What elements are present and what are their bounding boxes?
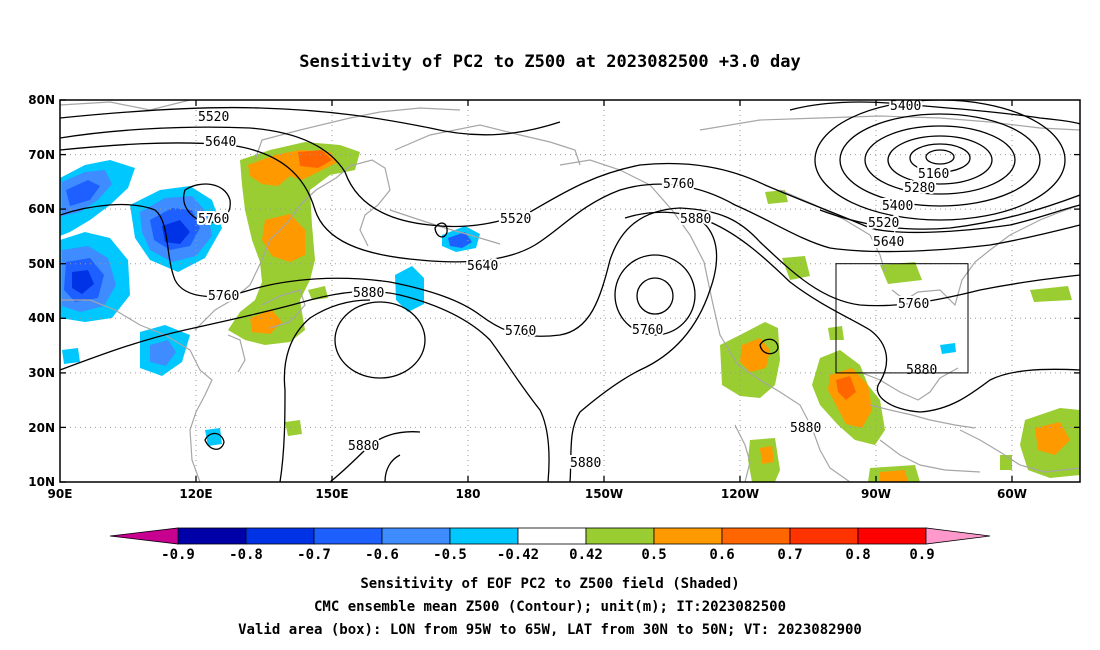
figure-title: Sensitivity of PC2 to Z500 at 2023082500… bbox=[299, 52, 801, 72]
z500-contours bbox=[60, 100, 1080, 482]
contour-label: 5640 bbox=[205, 135, 236, 150]
valid-area-box bbox=[835, 263, 969, 374]
contour-labels: 5520 5640 5760 5520 5640 5760 5880 5760 … bbox=[196, 99, 951, 473]
colorbar-label: 0.6 bbox=[709, 547, 734, 563]
colorbar-swatch bbox=[789, 527, 859, 545]
contour-label: 5160 bbox=[918, 167, 949, 182]
colorbar-label: 0.8 bbox=[845, 547, 870, 563]
contour-label: 5640 bbox=[873, 235, 904, 250]
colorbar-swatch bbox=[177, 527, 247, 545]
colorbar-low-extend bbox=[109, 527, 179, 545]
lat-label: 20N bbox=[28, 421, 55, 435]
colorbar-swatch bbox=[245, 527, 315, 545]
lon-label: 120W bbox=[721, 487, 759, 501]
contour-label: 5880 bbox=[906, 363, 937, 378]
lon-label: 60W bbox=[997, 487, 1027, 501]
positive-sensitivity-shading bbox=[228, 142, 1080, 482]
negative-sensitivity-shading bbox=[60, 160, 956, 446]
colorbar-swatch bbox=[585, 527, 655, 545]
lat-label: 10N bbox=[28, 475, 55, 489]
colorbar-label: 0.5 bbox=[641, 547, 666, 563]
contour-label: 5880 bbox=[570, 456, 601, 471]
contour-label: 5400 bbox=[882, 199, 913, 214]
contour-label: 5760 bbox=[898, 297, 929, 312]
lat-label: 80N bbox=[28, 93, 55, 107]
lat-label: 50N bbox=[28, 257, 55, 271]
colorbar-high-extend bbox=[925, 527, 991, 545]
contour-label: 5640 bbox=[467, 259, 498, 274]
lon-label: 150E bbox=[315, 487, 348, 501]
lat-label: 40N bbox=[28, 311, 55, 325]
graticule bbox=[60, 100, 1080, 482]
colorbar-swatch bbox=[517, 527, 587, 545]
caption-line-2: CMC ensemble mean Z500 (Contour); unit(m… bbox=[314, 599, 786, 615]
contour-label: 5280 bbox=[904, 181, 935, 196]
contour-label: 5400 bbox=[890, 99, 921, 114]
contour-label: 5880 bbox=[680, 212, 711, 227]
colorbar-label: -0.6 bbox=[365, 547, 399, 563]
colorbar-label: 0.42 bbox=[569, 547, 603, 563]
colorbar-label: -0.8 bbox=[229, 547, 263, 563]
colorbar-label: -0.42 bbox=[497, 547, 539, 563]
map-panel: 5520 5640 5760 5520 5640 5760 5880 5760 … bbox=[60, 99, 1080, 482]
colorbar-swatch bbox=[721, 527, 791, 545]
latitude-labels: 80N 70N 60N 50N 40N 30N 20N 10N bbox=[28, 93, 55, 489]
map-frame bbox=[59, 99, 1081, 483]
contour-label: 5760 bbox=[198, 212, 229, 227]
lon-label: 120E bbox=[179, 487, 212, 501]
caption-line-3: Valid area (box): LON from 95W to 65W, L… bbox=[238, 622, 862, 638]
colorbar-swatch bbox=[653, 527, 723, 545]
colorbar-labels: -0.9 -0.8 -0.7 -0.6 -0.5 -0.42 0.42 0.5 … bbox=[161, 547, 935, 563]
contour-label: 5760 bbox=[505, 324, 536, 339]
colorbar-label: -0.9 bbox=[161, 547, 195, 563]
contour-label: 5760 bbox=[632, 323, 663, 338]
lon-label: 90W bbox=[861, 487, 891, 501]
lat-label: 70N bbox=[28, 148, 55, 162]
axis-ticks bbox=[60, 99, 1080, 483]
colorbar-label: 0.7 bbox=[777, 547, 802, 563]
colorbar-label: 0.9 bbox=[909, 547, 934, 563]
contour-label: 5880 bbox=[353, 286, 384, 301]
colorbar-swatch bbox=[381, 527, 451, 545]
contour-label: 5520 bbox=[500, 212, 531, 227]
caption-line-1: Sensitivity of EOF PC2 to Z500 field (Sh… bbox=[360, 576, 739, 592]
lat-label: 60N bbox=[28, 202, 55, 216]
contour-label: 5760 bbox=[208, 289, 239, 304]
contour-label: 5880 bbox=[790, 421, 821, 436]
contour-label: 5760 bbox=[663, 177, 694, 192]
colorbar bbox=[109, 527, 991, 545]
colorbar-label: -0.5 bbox=[433, 547, 467, 563]
contour-label: 5520 bbox=[198, 110, 229, 125]
contour-label: 5880 bbox=[348, 439, 379, 454]
longitude-labels: 90E 120E 150E 180 150W 120W 90W 60W bbox=[48, 487, 1027, 501]
colorbar-swatch bbox=[313, 527, 383, 545]
lon-label: 180 bbox=[455, 487, 480, 501]
lon-label: 150W bbox=[585, 487, 623, 501]
lon-label: 90E bbox=[48, 487, 73, 501]
colorbar-swatch bbox=[857, 527, 927, 545]
lat-label: 30N bbox=[28, 366, 55, 380]
contour-label: 5520 bbox=[868, 216, 899, 231]
colorbar-label: -0.7 bbox=[297, 547, 331, 563]
colorbar-swatch bbox=[449, 527, 519, 545]
